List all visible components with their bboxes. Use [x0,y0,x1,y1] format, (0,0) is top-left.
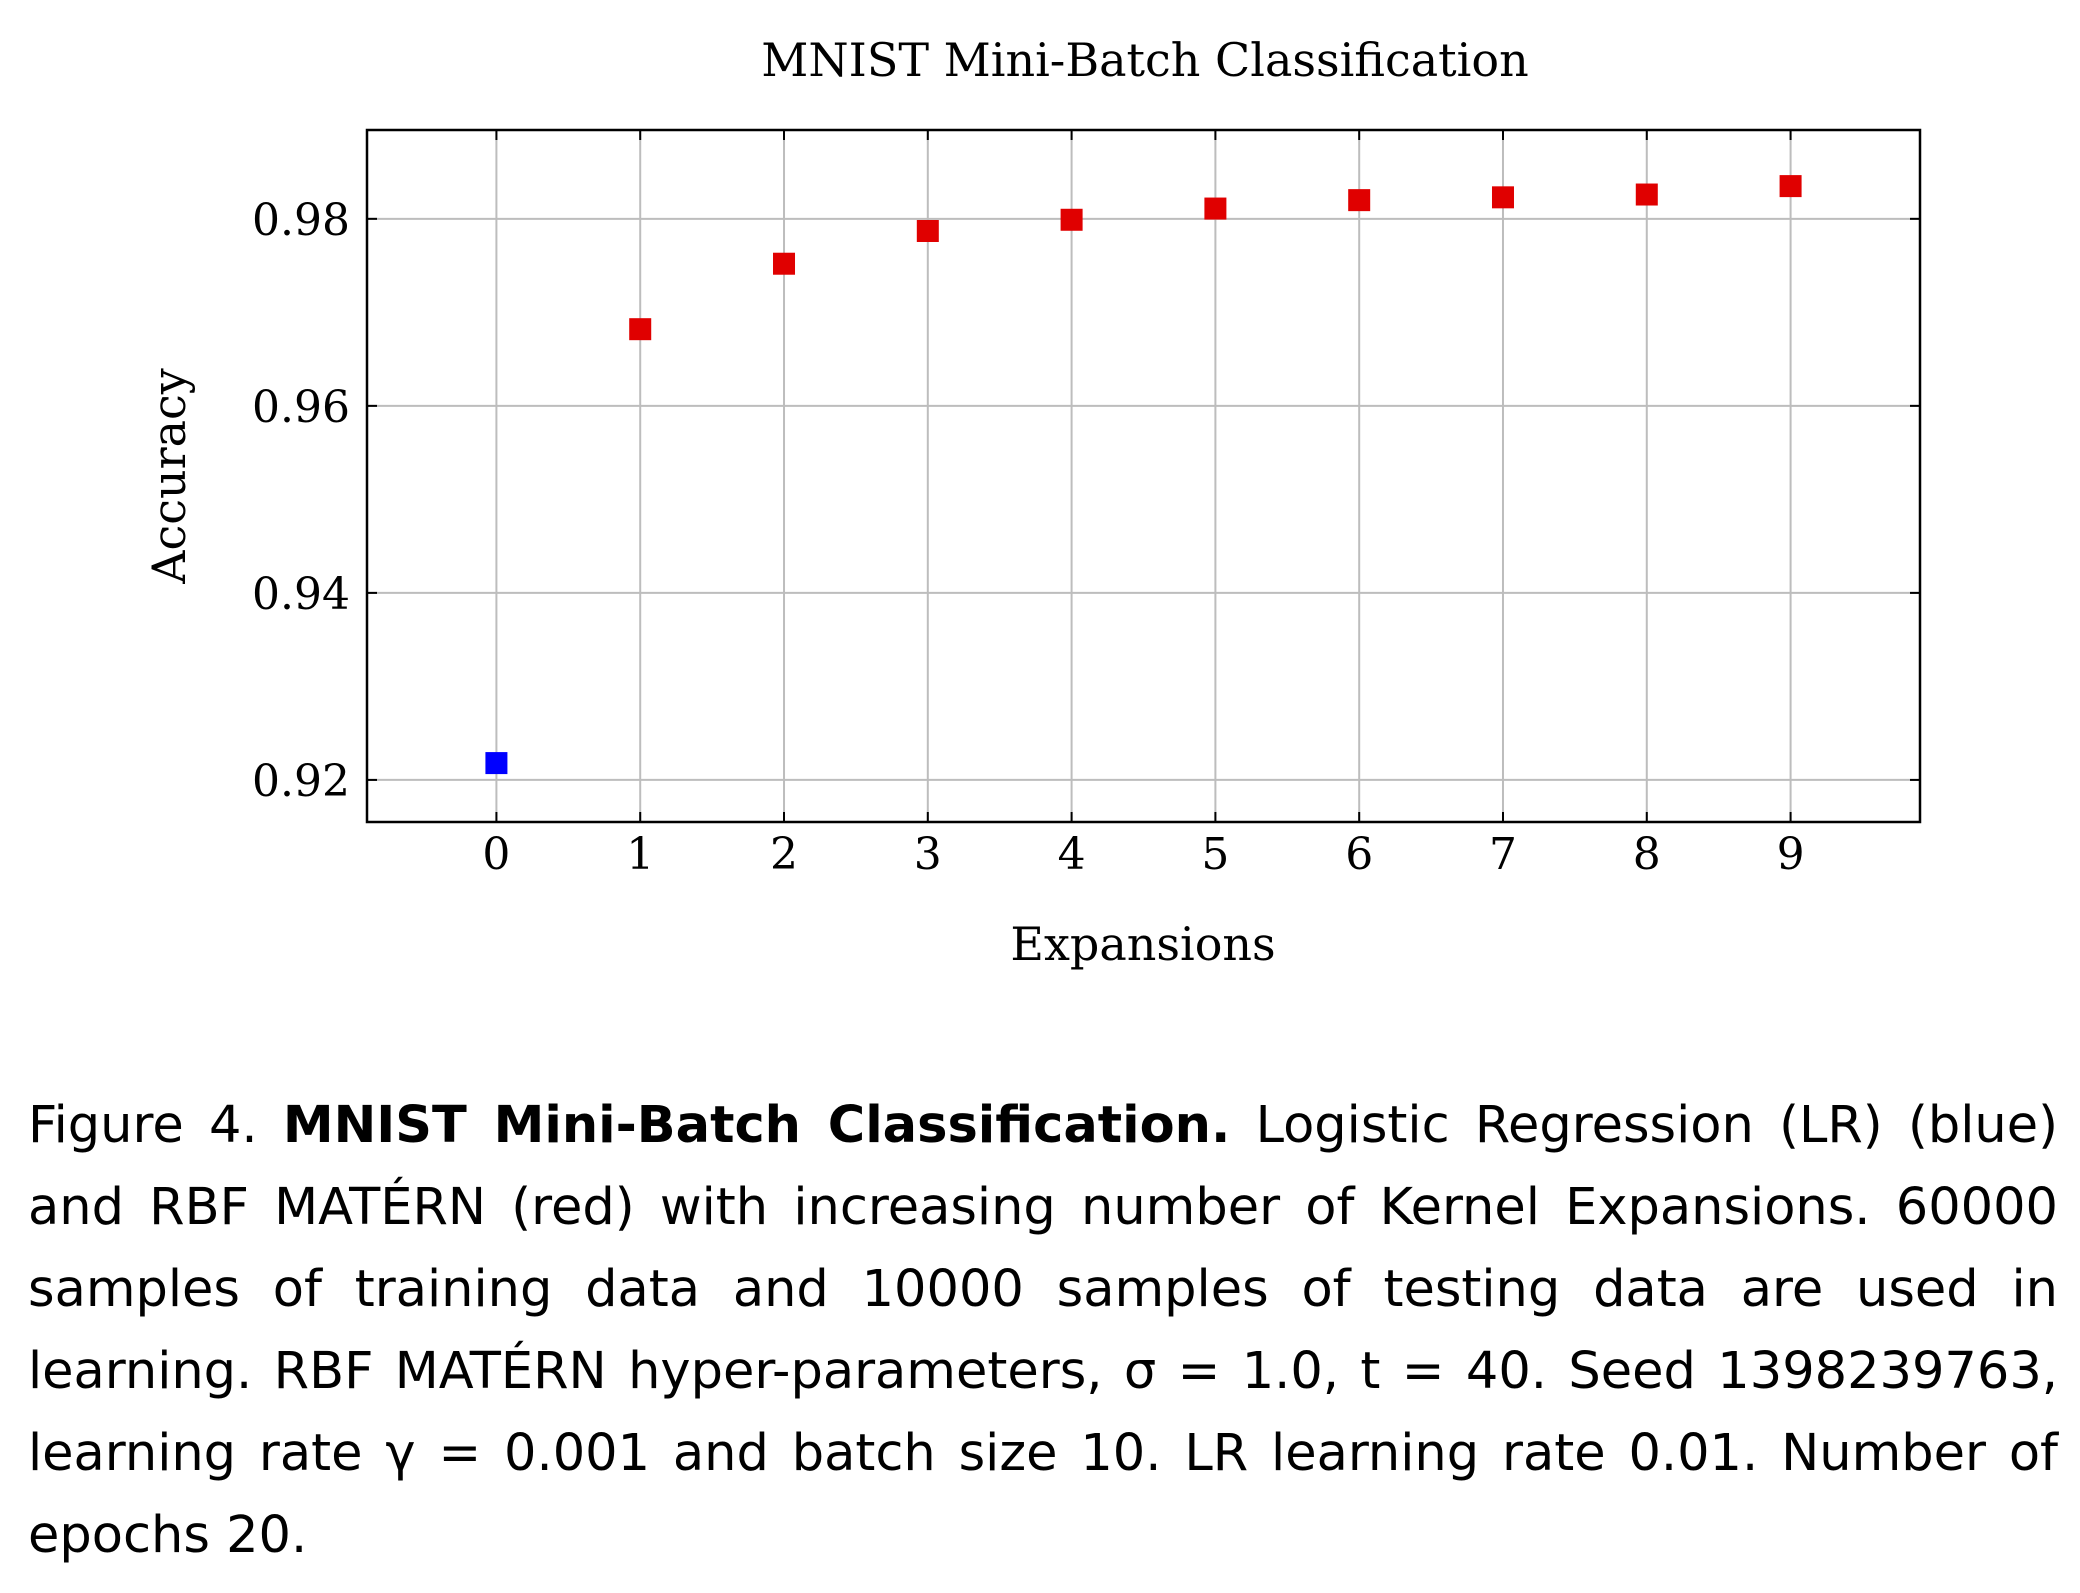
grid [367,130,1920,822]
x-tick-label: 0 [482,829,510,880]
caption-title: MNIST Mini-Batch Classification. [282,1096,1231,1155]
x-tick-label: 2 [770,829,798,880]
y-tick-label: 0.94 [252,569,350,620]
x-tick-label: 5 [1201,829,1229,880]
x-tick-label: 7 [1489,829,1517,880]
figure-caption: Figure 4. MNIST Mini-Batch Classificatio… [28,1085,2058,1577]
caption-text: Logistic Regression (LR) (blue) and RBF … [28,1096,2058,1565]
scatter-chart: MNIST Mini-Batch Classification 0 1 2 3 4 5 6 7… [142,33,1922,971]
y-tick-label: 0.98 [252,195,350,246]
x-tick-label: 8 [1633,829,1661,880]
caption-label: Figure 4. [28,1096,258,1155]
x-tick-label: 3 [914,829,942,880]
rbf-matern-point [1635,183,1658,206]
rbf-matern-point [1348,189,1371,212]
rbf-matern-point [629,318,652,341]
lr-point [485,752,508,775]
y-tick-label: 0.92 [252,756,350,807]
plot-frame [365,128,1922,824]
data-points [485,175,1802,775]
rbf-matern-point [1491,186,1514,209]
y-axis-label: Accuracy [142,368,196,585]
rbf-matern-point [1204,197,1227,220]
rbf-matern-point [1060,208,1083,231]
x-axis-label: Expansions [1010,917,1275,971]
rbf-matern-point [773,252,796,275]
x-tick-label: 9 [1777,829,1805,880]
x-tick-label: 6 [1345,829,1373,880]
x-tick-label: 1 [626,829,654,880]
axis-ticks: 0 1 2 3 4 5 6 7 8 9 0.92 0.94 0.96 0.98 [252,130,1920,880]
y-tick-label: 0.96 [252,382,350,433]
rbf-matern-point [916,219,939,242]
chart-title: MNIST Mini-Batch Classification [761,33,1528,87]
x-tick-label: 4 [1058,829,1086,880]
rbf-matern-point [1779,175,1802,198]
